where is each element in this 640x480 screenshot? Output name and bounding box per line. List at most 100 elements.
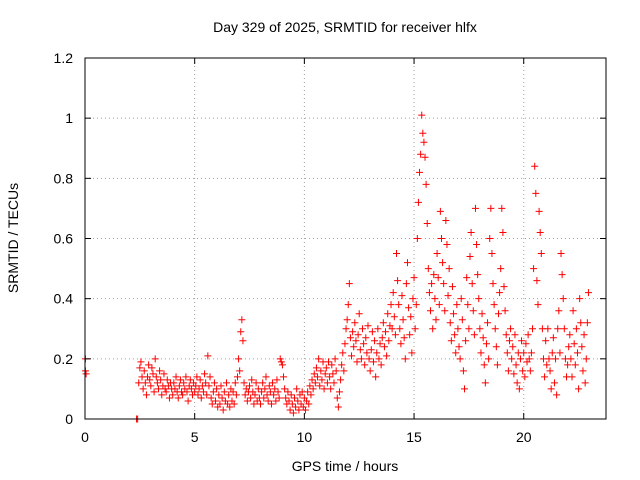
data-point — [488, 250, 496, 258]
data-point — [416, 168, 424, 176]
data-point — [487, 204, 495, 212]
data-point — [199, 388, 207, 396]
data-point — [360, 340, 368, 348]
data-point — [352, 337, 360, 345]
data-point — [361, 361, 369, 369]
y-tick-label: 1 — [65, 110, 73, 126]
data-point — [309, 385, 317, 393]
data-point — [275, 394, 283, 402]
data-point — [154, 385, 162, 393]
data-point — [212, 397, 220, 405]
data-point — [503, 349, 511, 357]
data-point — [334, 403, 342, 411]
data-point — [343, 316, 351, 324]
data-point — [535, 207, 543, 215]
data-point — [410, 274, 418, 282]
x-tick-label: 15 — [406, 429, 422, 445]
data-point — [184, 397, 192, 405]
data-point — [262, 373, 270, 381]
data-point — [186, 376, 194, 384]
data-point — [246, 382, 254, 390]
data-point — [307, 391, 315, 399]
data-point — [557, 250, 565, 258]
data-point — [584, 289, 592, 297]
data-point — [555, 307, 563, 315]
data-point — [251, 391, 259, 399]
data-point — [328, 361, 336, 369]
data-point — [180, 379, 188, 387]
data-point — [366, 367, 374, 375]
data-point — [288, 400, 296, 408]
data-point — [411, 325, 419, 333]
data-point — [215, 391, 223, 399]
data-point — [412, 301, 420, 309]
data-point — [542, 337, 550, 345]
data-point — [554, 325, 562, 333]
data-point — [373, 349, 381, 357]
data-point — [289, 409, 297, 417]
grid-lines — [85, 58, 606, 419]
data-point — [522, 340, 530, 348]
data-point — [140, 367, 148, 375]
data-point — [543, 361, 551, 369]
data-point — [534, 301, 542, 309]
data-point — [500, 283, 508, 291]
data-point — [474, 271, 482, 279]
data-point — [270, 391, 278, 399]
data-point — [482, 340, 490, 348]
data-point — [408, 349, 416, 357]
data-point — [583, 319, 591, 327]
data-point — [295, 406, 303, 414]
data-point — [308, 376, 316, 384]
data-point — [515, 385, 523, 393]
data-point — [502, 331, 510, 339]
axis-ticks — [84, 57, 606, 420]
data-point — [556, 349, 564, 357]
data-point — [351, 319, 359, 327]
data-point — [353, 358, 361, 366]
data-point — [202, 379, 210, 387]
data-point — [195, 385, 203, 393]
data-point — [454, 325, 462, 333]
data-point — [332, 367, 340, 375]
data-point — [271, 385, 279, 393]
data-point — [473, 241, 481, 249]
data-point — [419, 129, 427, 137]
data-point — [264, 397, 272, 405]
data-point — [429, 325, 437, 333]
data-point — [142, 391, 150, 399]
data-point — [145, 361, 153, 369]
data-point — [507, 325, 515, 333]
data-point — [430, 271, 438, 279]
data-point — [374, 325, 382, 333]
data-point — [409, 295, 417, 303]
data-point — [401, 355, 409, 363]
data-point — [569, 307, 577, 315]
data-point — [547, 385, 555, 393]
data-point — [318, 376, 326, 384]
data-point — [176, 376, 184, 384]
data-point — [277, 358, 285, 366]
data-point — [541, 373, 549, 381]
data-point — [379, 319, 387, 327]
data-point — [226, 403, 234, 411]
data-point — [220, 388, 228, 396]
data-point — [294, 397, 302, 405]
data-point — [457, 295, 465, 303]
data-point — [399, 316, 407, 324]
data-point — [378, 334, 386, 342]
y-axis-label: SRMTID / TECUs — [5, 183, 21, 293]
data-point — [193, 373, 201, 381]
data-point — [575, 385, 583, 393]
data-point — [147, 382, 155, 390]
data-point — [520, 349, 528, 357]
data-point — [210, 379, 218, 387]
data-point — [436, 207, 444, 215]
data-point — [304, 388, 312, 396]
data-point — [235, 355, 243, 363]
data-point — [513, 379, 521, 387]
data-point — [364, 322, 372, 330]
data-point — [237, 328, 245, 336]
data-point — [581, 379, 589, 387]
